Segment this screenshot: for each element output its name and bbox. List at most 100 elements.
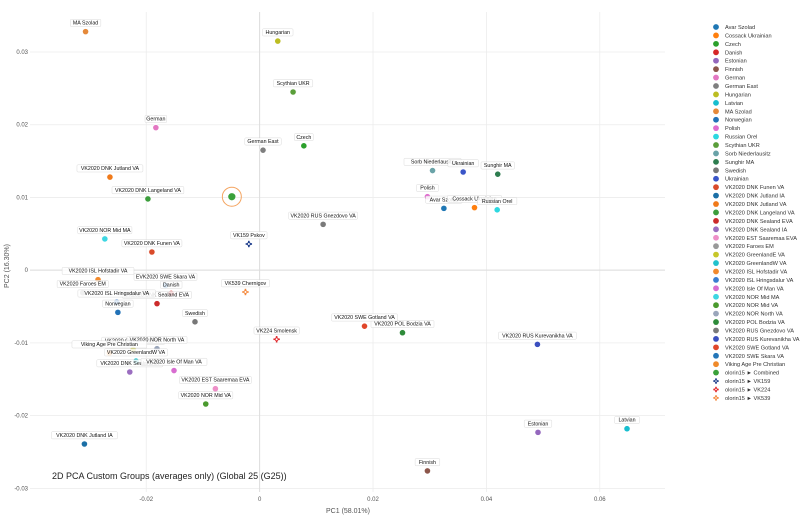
legend-item-russian-orel[interactable]: Russian Orel [713,133,757,141]
point-label: VK2020 ISL Hringsdalur VA [84,291,149,297]
legend-marker [713,91,719,98]
point-label-bg [77,289,156,298]
legend-marker [713,319,719,325]
legend-item-vk2020-isl-hringsdalur-va[interactable]: VK2020 ISL Hringsdalur VA [713,277,794,284]
legend-item-vk2020-rus-gnezdovo-va[interactable]: VK2020 RUS Gnezdovo VA [713,327,794,335]
legend-item-olorin15-vk539[interactable]: olorin15 ► VK539 [713,395,770,402]
point-label-bg [144,115,167,123]
legend-item-sorb-niederlausitz[interactable]: Sorb Niederlausitz [713,150,771,158]
legend-marker [713,302,719,309]
legend-item-vk2020-isle-of-man-va[interactable]: VK2020 Isle Of Man VA [713,285,784,292]
legend-label: VK2020 RUS Kurevanikha VA [725,337,800,343]
legend-item-vk2020-dnk-sealand-eva[interactable]: VK2020 DNK Sealand EVA [713,217,793,225]
legend-label: MA Szolad [725,109,752,115]
legend-label: Finnish [725,67,743,73]
legend-item-german-east[interactable]: German East [713,83,758,90]
point-label: Cossack Ukrainian [452,197,496,203]
point-hungarian [274,37,282,45]
legend-marker [713,133,719,140]
legend-item-hungarian[interactable]: Hungarian [713,91,751,99]
legend-item-estonian[interactable]: Estonian [713,57,747,65]
legend-item-sunghir-ma[interactable]: Sunghir MA [713,158,754,166]
point-vk2020-dnk-jutland-va [106,173,114,181]
legend-item-vk2020-swe-skara-va[interactable]: VK2020 SWE Skara VA [713,352,784,360]
legend-label: VK2020 Isle Of Man VA [725,286,784,292]
legend-item-vk2020-nor-mid-ma[interactable]: VK2020 NOR Mid MA [713,293,780,301]
legend-item-vk2020-nor-north-va[interactable]: VK2020 NOR North VA [713,310,783,318]
point-label-bg [104,348,168,357]
legend-cross-icon [713,378,719,384]
point-german [152,124,160,132]
legend-label: VK2020 ISL Hringsdalur VA [725,278,794,284]
legend-marker [713,369,719,376]
legend-item-vk2020-dnk-langeland-va[interactable]: VK2020 DNK Langeland VA [713,209,795,217]
point-label-bg [61,267,135,275]
legend-label: VK2020 DNK Jutland VA [725,202,787,208]
point-label-bg [370,320,435,328]
point-label: VK2020 DNK Funen VA [124,241,181,247]
legend-item-scythian-ukr[interactable]: Scythian UKR [713,142,760,149]
legend-item-vk2020-isl-hofstadir-va[interactable]: VK2020 ISL Hofstadir VA [713,268,787,276]
legend-marker [713,116,719,123]
legend-item-vk2020-dnk-jutland-ia[interactable]: VK2020 DNK Jutland IA [713,192,785,200]
point-label: Viking Age Pre Christian [81,342,138,348]
legend-cross-icon [713,386,719,393]
legend-item-vk2020-greenlandw-va[interactable]: VK2020 GreenlandW VA [713,260,787,267]
legend-item-vk2020-est-saaremaa-eva[interactable]: VK2020 EST Saaremaa EVA [713,234,797,242]
legend-item-vk2020-swe-gotland-va[interactable]: VK2020 SWE Gotland VA [713,344,789,351]
legend-label: VK2020 GreenlandW VA [725,261,787,267]
legend-item-ukrainian[interactable]: Ukrainian [713,175,749,183]
point-olorin15-combined [227,192,237,202]
legend-marker [713,285,719,292]
point-label-bg [221,279,270,288]
legend-item-vk2020-rus-kurevanikha-va[interactable]: VK2020 RUS Kurevanikha VA [713,336,800,343]
legend-item-finnish[interactable]: Finnish [713,66,743,73]
point-label: VK159 Pskov [233,233,265,239]
point-label: German East [247,139,279,145]
legend-label: Scythian UKR [725,143,760,149]
legend-item-swedish[interactable]: Swedish [713,167,746,174]
legend-item-latvian[interactable]: Latvian [713,99,743,107]
point-sunghir-ma [494,170,502,178]
highlight-ring [221,186,242,207]
legend-marker [713,268,719,275]
point-label-bg [160,280,183,289]
legend-item-olorin15-combined[interactable]: olorin15 ► Combined [713,369,779,377]
legend-item-vk2020-dnk-sealand-ia[interactable]: VK2020 DNK Sealand IA [713,226,787,233]
legend-item-vk2020-dnk-jutland-va[interactable]: VK2020 DNK Jutland VA [713,201,787,208]
point-label: Sunghir MA [484,163,512,169]
legend-item-vk2020-nor-mid-va[interactable]: VK2020 NOR Mid VA [713,302,778,309]
legend-marker [713,260,719,266]
legend-label: Danish [725,50,742,56]
x-tick-label: -0.02 [139,497,153,503]
legend-item-olorin15-vk159[interactable]: olorin15 ► VK159 [713,378,770,385]
legend-item-ma-szolad[interactable]: MA Szolad [713,108,752,115]
legend-label: Norwegian [725,118,752,124]
legend-label: German [725,76,745,82]
point-label: VK2020 NOR North VA [130,338,185,344]
legend-label: VK2020 DNK Jutland IA [725,194,785,200]
point-label-bg [140,358,208,366]
legend-item-vk2020-pol-bodzia-va[interactable]: VK2020 POL Bodzia VA [713,319,785,326]
legend-item-vk2020-greenlande-va[interactable]: VK2020 GreenlandE VA [713,251,785,259]
legend-item-polish[interactable]: Polish [713,125,740,132]
point-vk2020-rus-gnezdovo-va [319,220,327,228]
legend-item-danish[interactable]: Danish [713,49,742,56]
legend-item-czech[interactable]: Czech [713,40,741,48]
legend-item-avar-szolad[interactable]: Avar Szolad [713,24,755,31]
legend-item-norwegian[interactable]: Norwegian [713,116,752,124]
legend-item-cossack-ukrainian[interactable]: Cossack Ukrainian [713,32,772,40]
legend-item-vk2020-faroes-em[interactable]: VK2020 Faroes EM [713,243,774,250]
point-label: Russian Orel [482,199,513,205]
point-label: VK2020 DNK Sealand EVA [125,293,190,299]
legend-item-olorin15-vk224[interactable]: olorin15 ► VK224 [713,386,770,394]
point-label-bg [70,19,102,27]
legend-label: VK2020 SWE Skara VA [725,354,784,360]
legend-item-german[interactable]: German [713,74,745,82]
legend-cross-icon [713,395,719,401]
point-vk2020-dnk-sealand-eva [153,300,161,308]
legend-item-viking-age-pre-christian[interactable]: Viking Age Pre Christian [713,361,785,368]
legend-item-vk2020-dnk-funen-va[interactable]: VK2020 DNK Funen VA [713,184,785,191]
legend-marker [713,175,719,182]
